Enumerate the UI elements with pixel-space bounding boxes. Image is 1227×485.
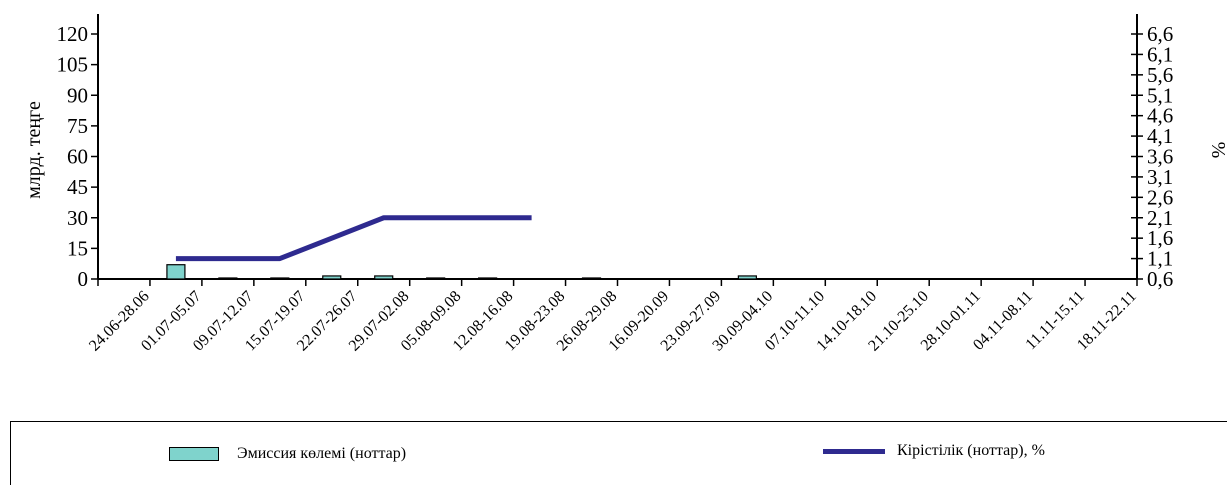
y-left-tick-label: 30: [67, 206, 88, 230]
y-left-tick-label: 120: [57, 22, 89, 46]
bar: [581, 277, 602, 280]
y-right-tick-label: 0,6: [1147, 267, 1173, 291]
bar: [166, 264, 186, 280]
legend-label-yield: Кірістілік (ноттар), %: [897, 442, 1045, 459]
y-axis-left-title: млрд. теңге: [23, 101, 45, 199]
y-right-tick-label: 5,6: [1147, 63, 1173, 87]
y-right-tick-label: 3,1: [1147, 165, 1173, 189]
y-right-tick-label: 6,1: [1147, 42, 1173, 66]
legend-label-issuance: Эмиссия көлемі (ноттар): [237, 445, 407, 462]
y-left-tick-label: 90: [67, 83, 88, 107]
chart-legend: Эмиссия көлемі (ноттар) Кірістілік (нотт…: [10, 421, 1227, 485]
y-right-tick-label: 4,1: [1147, 124, 1173, 148]
y-right-tick-label: 5,1: [1147, 83, 1173, 107]
y-right-tick-label: 4,6: [1147, 104, 1173, 128]
bar: [270, 277, 290, 280]
y-right-tick-label: 1,6: [1147, 226, 1173, 250]
legend-entry-yield: Кірістілік (ноттар), %: [823, 442, 1045, 460]
bars-layer: [166, 264, 757, 280]
legend-swatch-bar: [169, 447, 219, 461]
bar: [374, 275, 394, 280]
yield-line: [175, 215, 532, 262]
chart-svg: 0 15 30 45 60 75 90 105 120 0,61,11,62,12,63,13,6…: [23, 14, 1227, 355]
y-right-tick-label: 6,6: [1147, 22, 1173, 46]
bar: [426, 277, 446, 280]
y-right-tick-label: 3,6: [1147, 145, 1173, 169]
legend-swatch-line: [823, 448, 885, 454]
y-right-tick-label: 2,6: [1147, 185, 1173, 209]
bar: [737, 275, 757, 280]
y-axis-right-title: %: [1207, 142, 1227, 159]
line-layer: [175, 215, 532, 262]
y-left-tick-label: 60: [67, 145, 88, 169]
labels-layer: 0 15 30 45 60 75 90 105 120 0,61,11,62,12,63,13,6…: [57, 22, 1174, 355]
chart-area: 0 15 30 45 60 75 90 105 120 0,6 1,1 1,6 2,1 2,6 3,1 3,6…: [23, 14, 1227, 355]
y-left-tick-label: 45: [67, 175, 88, 199]
y-right-tick-label: 2,1: [1147, 206, 1173, 230]
bar: [218, 277, 238, 280]
y-left-tick-label: 75: [67, 114, 88, 138]
y-left-tick-label: 0: [78, 267, 89, 291]
y-right-tick-label: 1,1: [1147, 247, 1173, 271]
legend-entry-issuance: Эмиссия көлемі (ноттар): [169, 445, 406, 463]
bar: [478, 277, 498, 280]
y-left-tick-label: 15: [67, 236, 88, 260]
bar: [322, 275, 342, 280]
axes-layer: [91, 14, 1143, 286]
y-left-tick-label: 105: [57, 53, 89, 77]
